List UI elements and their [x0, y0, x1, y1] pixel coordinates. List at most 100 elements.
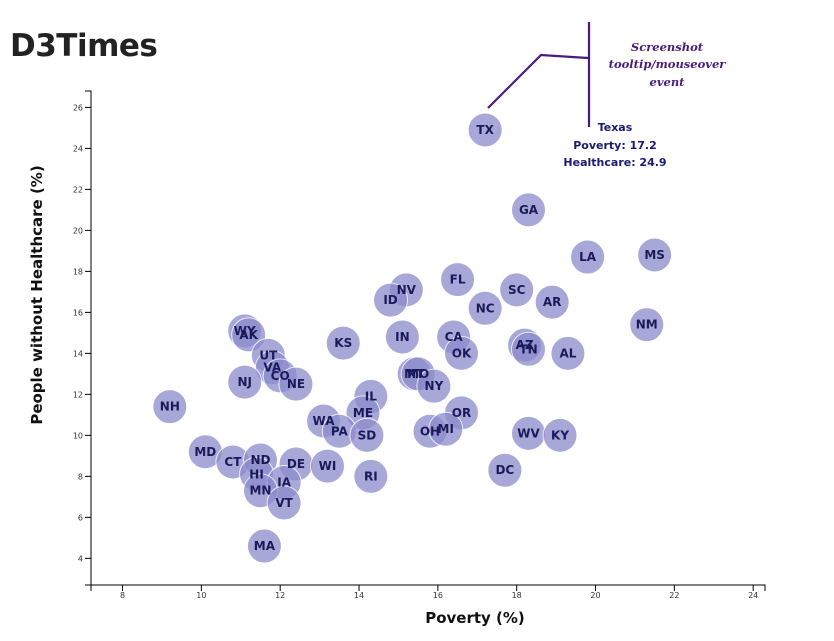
state-point-ri[interactable]: [353, 458, 389, 494]
x-tick-label: 16: [433, 591, 443, 600]
state-point-vt[interactable]: [266, 485, 302, 521]
state-point-ok[interactable]: [444, 335, 480, 371]
state-label-tn: TN: [519, 342, 537, 356]
state-point-dc[interactable]: [487, 452, 523, 488]
state-point-nh[interactable]: [152, 389, 188, 425]
tooltip: Texas Poverty: 17.2 Healthcare: 24.9: [563, 121, 666, 169]
state-label-mn: MN: [249, 484, 271, 498]
x-axis-line: [90, 584, 766, 591]
state-label-de: DE: [287, 457, 305, 471]
state-label-ia: IA: [277, 476, 291, 490]
state-point-fl[interactable]: [440, 262, 476, 298]
state-point-al[interactable]: [550, 335, 586, 371]
annotation-line-3: event: [650, 75, 686, 89]
state-label-mt: MT: [404, 367, 425, 381]
state-label-mo: MO: [407, 367, 429, 381]
state-point-nc[interactable]: [467, 290, 503, 326]
state-label-nm: NM: [636, 318, 658, 332]
state-label-nd: ND: [250, 453, 270, 467]
tooltip-poverty: Poverty: 17.2: [573, 139, 656, 152]
annotation-line-2: tooltip/mouseover: [609, 57, 727, 71]
state-label-az: AZ: [516, 338, 534, 352]
state-point-id[interactable]: [373, 282, 409, 318]
state-point-ny[interactable]: [416, 368, 452, 404]
app-title: D3Times: [10, 28, 158, 64]
state-point-tx[interactable]: [467, 112, 503, 148]
y-tick-label: 8: [78, 472, 83, 481]
x-tick-label: 10: [196, 591, 206, 600]
x-tick-label: 22: [669, 591, 679, 600]
y-tick-label: 26: [73, 103, 83, 112]
state-label-ma: MA: [254, 539, 276, 553]
x-axis-title: Poverty (%): [425, 609, 525, 627]
y-tick-label: 6: [78, 513, 83, 522]
state-point-sd[interactable]: [349, 417, 385, 453]
state-point-ne[interactable]: [278, 366, 314, 402]
y-tick-label: 12: [73, 390, 83, 399]
x-tick-label: 12: [275, 591, 285, 600]
state-label-nv: NV: [397, 283, 417, 297]
state-point-nj[interactable]: [227, 364, 263, 400]
state-label-hi: HI: [249, 467, 264, 481]
state-label-ms: MS: [644, 248, 665, 262]
state-label-al: AL: [559, 346, 576, 360]
screenshot-annotation: Screenshot tooltip/mouseover event: [487, 22, 727, 127]
tooltip-healthcare: Healthcare: 24.9: [563, 156, 666, 169]
state-point-ky[interactable]: [542, 417, 578, 453]
state-label-nh: NH: [160, 400, 180, 414]
state-label-ga: GA: [519, 203, 539, 217]
y-tick-label: 4: [78, 554, 83, 563]
state-label-or: OR: [452, 406, 471, 420]
state-label-pa: PA: [331, 424, 349, 438]
state-point-wi[interactable]: [309, 448, 345, 484]
state-point-la[interactable]: [570, 239, 606, 275]
state-point-ma[interactable]: [246, 528, 282, 564]
state-point-ar[interactable]: [534, 284, 570, 320]
state-label-wi: WI: [319, 459, 337, 473]
state-point-tn[interactable]: [511, 331, 547, 367]
state-point-ga[interactable]: [511, 192, 547, 228]
state-point-ks[interactable]: [325, 325, 361, 361]
state-point-sc[interactable]: [499, 272, 535, 308]
state-label-nc: NC: [476, 301, 495, 315]
state-label-id: ID: [383, 293, 397, 307]
state-label-fl: FL: [450, 273, 466, 287]
state-label-mi: MI: [438, 422, 454, 436]
state-label-ar: AR: [543, 295, 562, 309]
state-label-ok: OK: [452, 346, 472, 360]
y-tick-label: 18: [73, 267, 83, 276]
annotation-pointer-line: [487, 53, 589, 109]
state-label-ky: KY: [551, 428, 569, 442]
y-tick-label: 20: [73, 226, 83, 235]
state-label-in: IN: [395, 330, 410, 344]
state-point-ms[interactable]: [637, 237, 673, 273]
state-label-md: MD: [194, 445, 216, 459]
y-tick-label: 16: [73, 308, 83, 317]
state-label-ri: RI: [364, 469, 378, 483]
x-tick-label: 14: [354, 591, 364, 600]
x-tick-label: 8: [120, 591, 125, 600]
state-label-ny: NY: [425, 379, 444, 393]
state-label-ks: KS: [334, 336, 352, 350]
x-tick-label: 24: [748, 591, 758, 600]
state-label-ne: NE: [287, 377, 305, 391]
state-label-co: CO: [271, 369, 290, 383]
state-point-nm[interactable]: [629, 307, 665, 343]
state-point-in[interactable]: [384, 319, 420, 355]
tooltip-state: Texas: [598, 121, 633, 134]
state-point-mi[interactable]: [428, 411, 464, 447]
state-label-tx: TX: [476, 123, 494, 137]
state-label-ut: UT: [259, 348, 278, 362]
state-label-vt: VT: [275, 496, 293, 510]
state-label-nj: NJ: [237, 375, 252, 389]
axes: 8 10 12 14 16 18 20 22 24 4 6 8 10 12 14 16 18 20 22 24 26 Po…: [28, 90, 766, 627]
state-label-sd: SD: [358, 428, 377, 442]
state-label-dc: DC: [495, 463, 514, 477]
state-label-ca: CA: [445, 330, 464, 344]
state-label-ct: CT: [224, 455, 242, 469]
state-label-me: ME: [353, 406, 373, 420]
state-label-sc: SC: [508, 283, 526, 297]
state-label-wv: WV: [517, 426, 540, 440]
